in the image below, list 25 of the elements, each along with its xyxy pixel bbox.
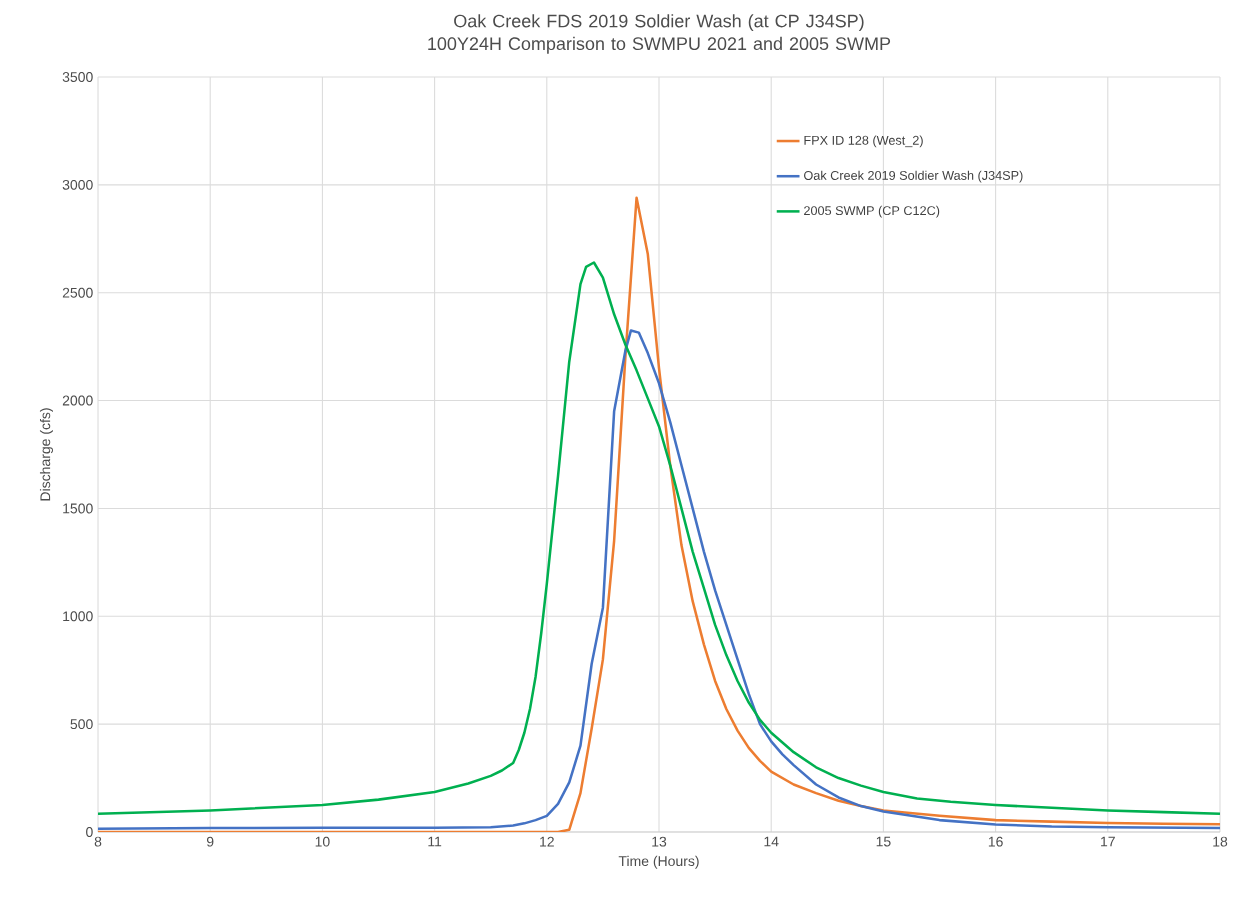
y-tick-label: 1500 (63, 503, 93, 514)
x-tick-label: 13 (652, 836, 667, 847)
x-tick-label: 18 (1213, 836, 1228, 847)
x-tick-label: 14 (764, 836, 779, 847)
x-tick-label: 10 (315, 836, 330, 847)
legend-label: Oak Creek 2019 Soldier Wash (J34SP) (804, 170, 1023, 183)
x-tick-label: 17 (1101, 836, 1115, 847)
y-tick-label: 1000 (63, 611, 93, 622)
y-tick-label: 3500 (62, 72, 93, 82)
x-tick-label: 12 (540, 836, 554, 847)
x-tick-label: 15 (876, 836, 891, 847)
x-axis-title: Time (Hours) (618, 855, 699, 869)
y-tick-label: 0 (86, 827, 93, 837)
x-tick-label: 8 (94, 836, 102, 847)
legend-label: 2005 SWMP (CP C12C) (804, 205, 940, 218)
x-tick-label: 16 (988, 836, 1003, 847)
legend-label: FPX ID 128 (West_2) (804, 135, 923, 148)
chart-title: Oak Creek FDS 2019 Soldier Wash (at CP J34SP) 100Y24H Comparison to SWMPU 2021 and 2005 SWMP (428, 14, 891, 54)
y-tick-label: 3000 (62, 179, 93, 190)
y-tick-label: 500 (70, 719, 93, 730)
y-tick-label: 2000 (62, 395, 93, 406)
y-tick-label: 2500 (62, 287, 93, 298)
x-tick-label: 11 (428, 836, 442, 847)
x-tick-label: 9 (206, 836, 214, 847)
y-axis-title: Discharge (cfs) (39, 408, 53, 501)
